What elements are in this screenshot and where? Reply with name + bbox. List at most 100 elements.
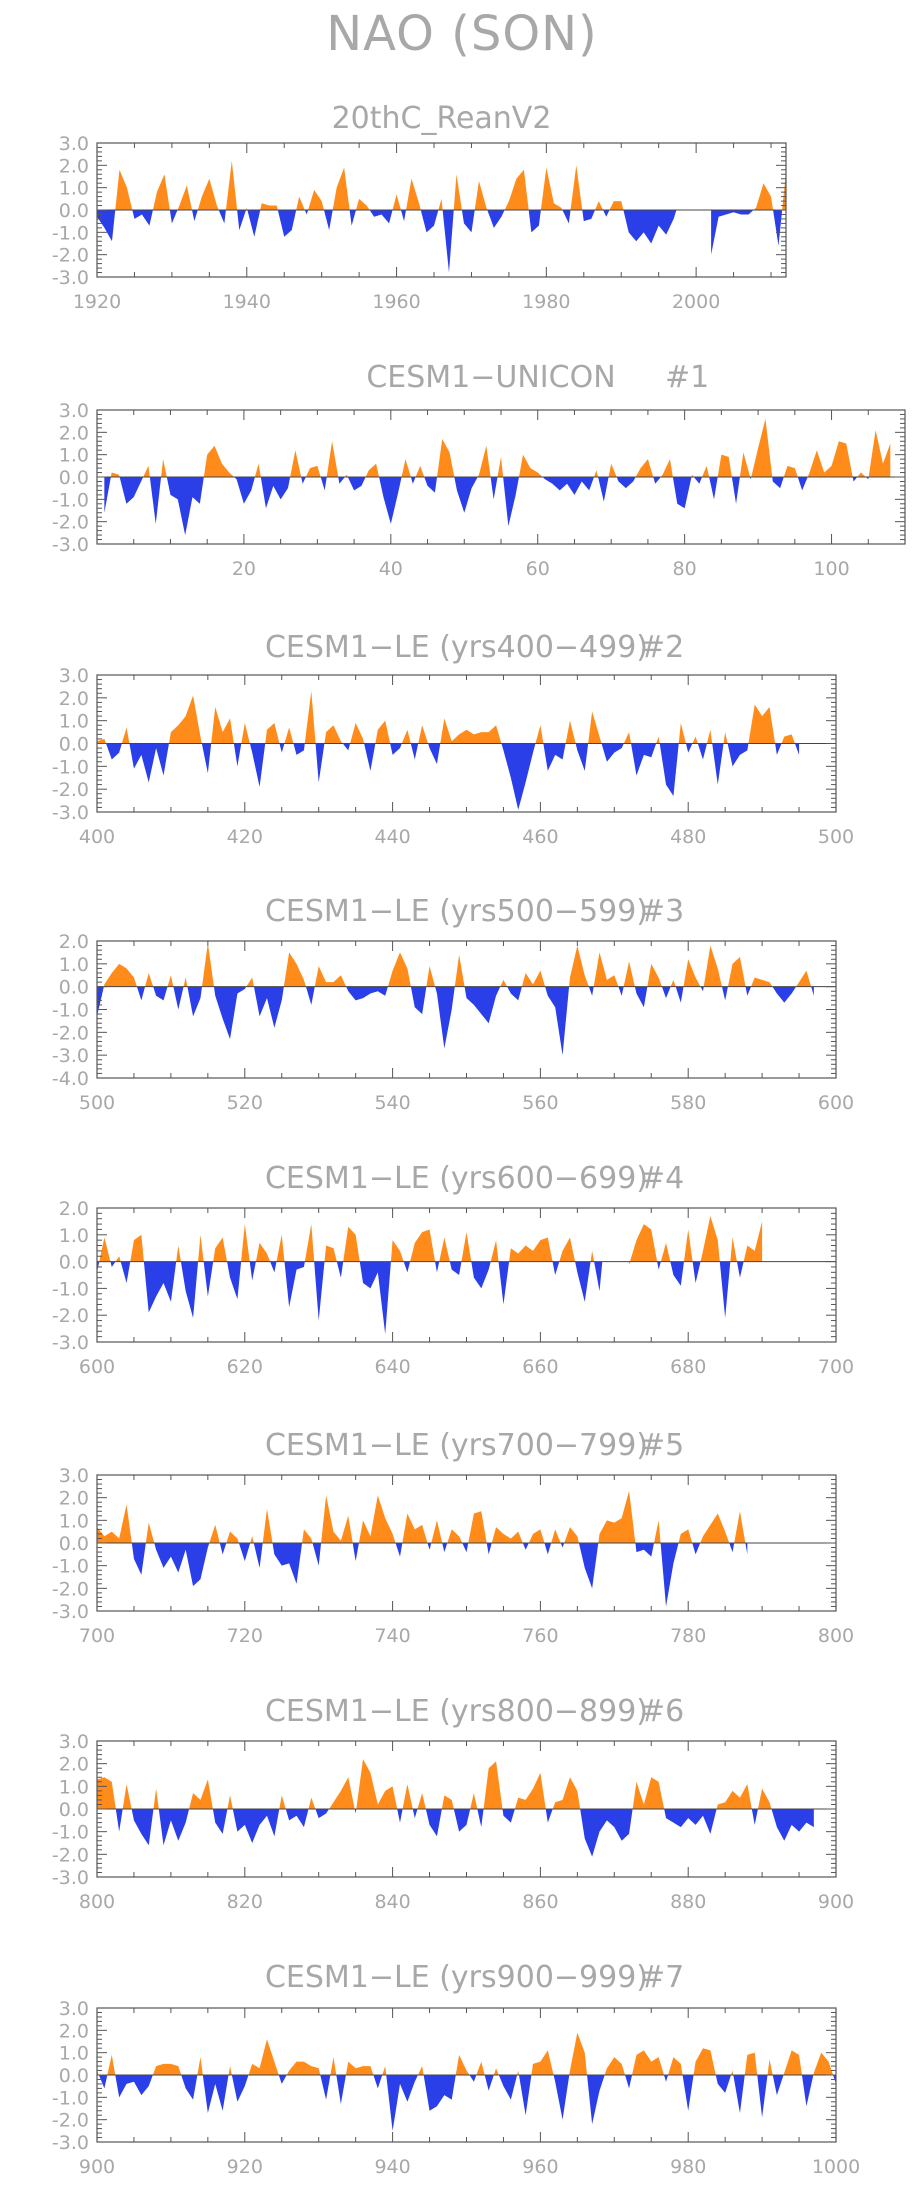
negative-area-0 <box>106 743 122 760</box>
positive-area-20 <box>727 956 746 987</box>
negative-area-8 <box>373 2075 383 2089</box>
positive-area-4 <box>250 1536 254 1543</box>
x-tick-label: 600 <box>79 1356 115 1378</box>
x-tick-label: 1920 <box>73 291 121 313</box>
positive-area-20 <box>609 201 624 210</box>
negative-area-22 <box>709 477 718 500</box>
negative-area-5 <box>285 1809 309 1828</box>
positive-area-11 <box>343 1226 360 1262</box>
positive-area-11 <box>441 1795 454 1809</box>
positive-area-14 <box>535 725 544 744</box>
negative-area-21 <box>712 743 724 785</box>
positive-area-16 <box>632 1777 665 1809</box>
panel-tag: #2 <box>640 630 684 665</box>
x-tick-label: 600 <box>818 1092 854 1114</box>
positive-area-3 <box>197 2057 203 2075</box>
negative-area-27 <box>852 477 858 482</box>
negative-area-1 <box>110 1261 116 1267</box>
negative-area-12 <box>486 1543 492 1555</box>
positive-area-14 <box>439 1237 450 1262</box>
negative-area-7 <box>354 1809 357 1814</box>
negative-area-1 <box>132 210 153 226</box>
positive-area-7 <box>296 196 305 210</box>
positive-area-18 <box>559 1237 576 1262</box>
panel-tag: #7 <box>640 1960 684 1995</box>
negative-area-22 <box>757 2075 768 2118</box>
negative-area-5 <box>272 1543 303 1584</box>
positive-area-1 <box>122 1784 132 1809</box>
positive-area-23 <box>748 704 776 744</box>
positive-area-21 <box>753 183 774 210</box>
positive-area-15 <box>461 1232 472 1262</box>
positive-area-2 <box>161 459 167 477</box>
negative-area-26 <box>736 1261 744 1278</box>
positive-area-18 <box>757 1788 772 1809</box>
y-tick-label: 2.0 <box>59 155 89 177</box>
negative-area-17 <box>498 1261 510 1305</box>
y-tick-label: 3.0 <box>59 1465 89 1487</box>
panel-1: 20thC_ReanV2 3.02.01.00.0-1.0-2.0-3.01920… <box>52 101 787 313</box>
positive-area-22 <box>796 970 812 987</box>
negative-area-12 <box>477 1809 484 1828</box>
negative-area-10 <box>442 1543 448 1553</box>
x-tick-label: 20 <box>232 558 256 580</box>
x-tick-label: 580 <box>670 1092 706 1114</box>
positive-area-22 <box>717 454 732 477</box>
x-tick-label: 900 <box>79 2156 115 2178</box>
positive-area-6 <box>284 727 294 744</box>
positive-area-14 <box>453 174 462 210</box>
panel-tag: #5 <box>640 1428 684 1463</box>
positive-area-4 <box>198 1234 204 1262</box>
x-tick-label: 900 <box>818 1891 854 1913</box>
positive-area-7 <box>314 966 347 987</box>
negative-area-6 <box>293 743 305 755</box>
negative-area-20 <box>603 210 610 217</box>
negative-area-13 <box>501 743 536 810</box>
positive-area-22 <box>782 172 786 210</box>
x-tick-label: 680 <box>670 1356 706 1378</box>
panel-2: CESM1−UNICON #1 3.02.01.00.0-1.0-2.0-3.0 20… <box>52 360 906 580</box>
positive-area-8 <box>387 952 411 987</box>
positive-area-9 <box>332 167 350 210</box>
negative-area-22 <box>657 1261 661 1270</box>
y-tick-label: 0.0 <box>59 1533 89 1555</box>
positive-area-6 <box>305 465 321 477</box>
positive-area-12 <box>476 2061 485 2075</box>
panel-title: CESM1−LE (yrs500−599) <box>265 894 648 929</box>
negative-area-24 <box>750 477 752 480</box>
panel-tag: #1 <box>665 360 709 395</box>
positive-area-1 <box>115 1256 121 1262</box>
negative-area-3 <box>202 2075 229 2113</box>
negative-area-11 <box>410 743 419 760</box>
positive-area-13 <box>440 718 502 744</box>
negative-area-15 <box>575 743 589 771</box>
negative-area-4 <box>180 1261 199 1318</box>
negative-area-1 <box>129 743 169 783</box>
positive-area-6 <box>260 203 278 210</box>
positive-area-9 <box>426 966 436 987</box>
positive-area-20 <box>629 1224 658 1262</box>
x-tick-label: 740 <box>374 1625 410 1647</box>
positive-area-11 <box>415 465 425 477</box>
y-tick-label: 1.0 <box>59 1776 89 1798</box>
y-tick-label: -2.0 <box>52 779 89 801</box>
positive-area-0 <box>97 1504 132 1543</box>
positive-area-16 <box>594 470 599 477</box>
negative-area-23 <box>775 743 782 755</box>
positive-area-8 <box>324 725 343 744</box>
positive-area-17 <box>670 979 676 987</box>
panel-title: CESM1−LE (yrs600−699) <box>265 1161 648 1196</box>
positive-area-22 <box>723 732 728 744</box>
negative-area-2 <box>158 1809 190 1846</box>
y-tick-label: 3.0 <box>59 400 89 422</box>
negative-area-15 <box>618 986 624 996</box>
y-tick-label: -1.0 <box>52 1822 89 1844</box>
y-tick-label: 3.0 <box>59 665 89 687</box>
positive-area-18 <box>570 165 583 210</box>
negative-area-1 <box>119 477 144 504</box>
negative-area-24 <box>692 1261 701 1284</box>
x-tick-label: 100 <box>813 558 849 580</box>
positive-area-25 <box>783 465 798 477</box>
y-tick-label: -3.0 <box>52 267 89 289</box>
negative-area-12 <box>400 210 407 222</box>
